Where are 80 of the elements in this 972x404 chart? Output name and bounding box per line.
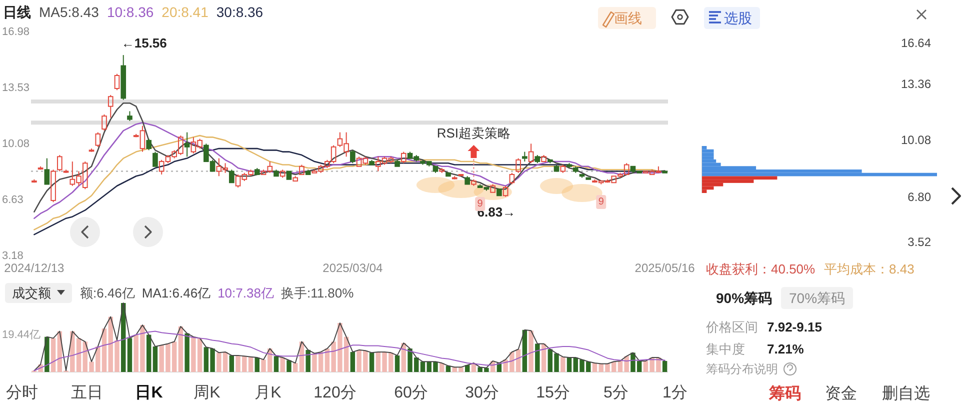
text: 90%筹码	[716, 290, 772, 306]
y-tick-label: 6.63	[2, 194, 24, 206]
bar	[440, 363, 444, 372]
text: 20:8.41	[162, 4, 209, 20]
bar	[566, 358, 572, 372]
text: 16.64	[900, 36, 932, 50]
bar	[254, 358, 260, 372]
text: 日K	[135, 384, 164, 402]
bar	[535, 344, 540, 372]
y-tick-label: 3.18	[2, 250, 24, 262]
y-tick-label: 13.53	[2, 82, 30, 94]
bar	[280, 358, 285, 372]
bar	[662, 360, 668, 372]
annotation: ←15.56	[121, 36, 167, 51]
bar	[286, 360, 292, 372]
y-tick-label: 10.08	[2, 138, 30, 150]
bar	[127, 338, 132, 372]
x-tick-label: 2025/05/16	[634, 261, 696, 275]
bar	[702, 176, 778, 180]
bar	[394, 355, 400, 372]
bar	[528, 330, 534, 372]
bar	[152, 346, 158, 372]
bar	[592, 363, 598, 372]
text: 画线	[614, 10, 642, 26]
series-label: MA1:6.46亿	[142, 286, 211, 300]
y-tick-label: 16.98	[2, 26, 30, 38]
bar	[350, 352, 356, 372]
text: 7.92-9.15	[767, 320, 822, 334]
bar	[702, 152, 714, 156]
text: 收盘获利：40.50%	[706, 262, 816, 276]
text: 分时	[6, 384, 38, 402]
text: 月K	[254, 384, 282, 402]
x-tick-label: 2024/12/13	[4, 261, 65, 275]
annotation: 19.44亿	[2, 329, 41, 341]
annotation: 10.08	[900, 133, 932, 147]
annotation: 6.80	[908, 190, 932, 204]
bar	[102, 328, 107, 372]
bar	[229, 355, 234, 372]
text: 5分	[604, 384, 628, 402]
bar	[50, 338, 56, 372]
text: 13.36	[900, 77, 932, 91]
text: 30分	[465, 384, 499, 402]
bar	[369, 352, 374, 372]
text: 筹码分布说明	[706, 362, 778, 376]
text: 60分	[394, 384, 428, 402]
chart-title: 成交额	[12, 286, 51, 300]
bar	[146, 334, 152, 372]
text: 选股	[724, 10, 752, 26]
text: 10:8.36	[106, 4, 154, 20]
bar	[420, 362, 426, 372]
text: 10:7.38亿	[218, 286, 274, 300]
text: 额:6.46亿	[80, 286, 135, 300]
text: MA5:8.43	[39, 4, 100, 20]
bar	[306, 350, 310, 372]
text: 周K	[194, 384, 221, 402]
chart-title: 日线	[3, 4, 31, 20]
x-tick-label: 2025/03/04	[322, 261, 384, 275]
bar	[293, 363, 298, 372]
text: 筹码	[768, 384, 801, 402]
text: 删自选	[882, 384, 930, 402]
bar	[560, 356, 566, 372]
bar	[184, 333, 190, 372]
text: 集中度	[706, 342, 745, 356]
text: 五日	[71, 384, 103, 402]
text: 1分	[662, 384, 688, 402]
text: 7.21%	[767, 342, 804, 356]
bar	[274, 356, 279, 372]
text: 平均成本：8.43	[824, 262, 914, 276]
text: 30:8.36	[216, 4, 264, 20]
bar	[44, 336, 50, 372]
bar	[541, 344, 546, 372]
text: 70%筹码	[789, 290, 846, 306]
bar	[702, 149, 714, 153]
text: 3.52	[908, 235, 932, 249]
annotation: RSI超卖策略	[436, 126, 511, 140]
text: 价格区间	[705, 320, 758, 334]
text: 120分	[314, 384, 356, 402]
text: 15分	[536, 384, 570, 402]
text: 换手:11.80%	[280, 286, 354, 300]
text: 资金	[825, 384, 857, 402]
